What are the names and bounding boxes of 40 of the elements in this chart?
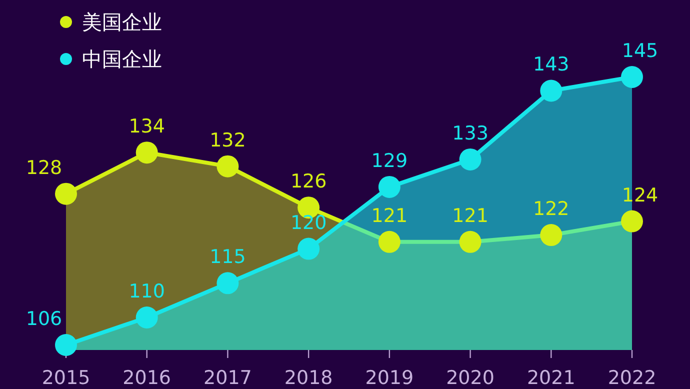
data-label: 106 xyxy=(26,308,62,330)
x-tick-label: 2021 xyxy=(526,367,576,389)
data-label: 128 xyxy=(26,156,62,179)
point xyxy=(55,182,77,205)
point xyxy=(216,155,239,178)
point xyxy=(621,210,643,232)
data-label: 134 xyxy=(128,116,165,138)
point xyxy=(378,230,400,253)
data-label: 132 xyxy=(210,129,246,152)
point xyxy=(136,306,158,329)
point xyxy=(55,334,77,356)
data-label: 126 xyxy=(290,170,327,193)
point xyxy=(621,66,643,88)
data-label: 143 xyxy=(533,54,570,76)
legend-label: 美国企业 xyxy=(82,10,162,34)
point xyxy=(216,272,239,294)
x-tick-label: 2022 xyxy=(608,367,656,389)
legend-label: 中国企业 xyxy=(82,47,162,71)
data-label: 145 xyxy=(622,40,658,62)
x-tick-label: 2017 xyxy=(204,367,252,389)
data-label: 110 xyxy=(128,280,165,303)
x-tick-label: 2018 xyxy=(284,367,333,389)
data-label: 133 xyxy=(452,122,488,144)
data-label: 121 xyxy=(371,204,408,227)
point xyxy=(378,176,400,198)
data-label: 122 xyxy=(533,198,570,220)
point xyxy=(540,80,562,102)
point xyxy=(459,230,482,253)
x-tick-label: 2015 xyxy=(42,367,90,389)
point xyxy=(459,148,482,170)
data-label: 120 xyxy=(290,212,327,234)
point xyxy=(540,224,562,246)
data-label: 115 xyxy=(210,246,246,268)
point xyxy=(136,142,158,164)
x-tick-label: 2016 xyxy=(122,367,172,389)
data-label: 121 xyxy=(452,204,488,227)
x-tick-label: 2019 xyxy=(365,367,414,389)
data-label: 129 xyxy=(371,150,408,172)
x-tick-label: 2020 xyxy=(446,367,494,389)
point xyxy=(298,238,320,260)
